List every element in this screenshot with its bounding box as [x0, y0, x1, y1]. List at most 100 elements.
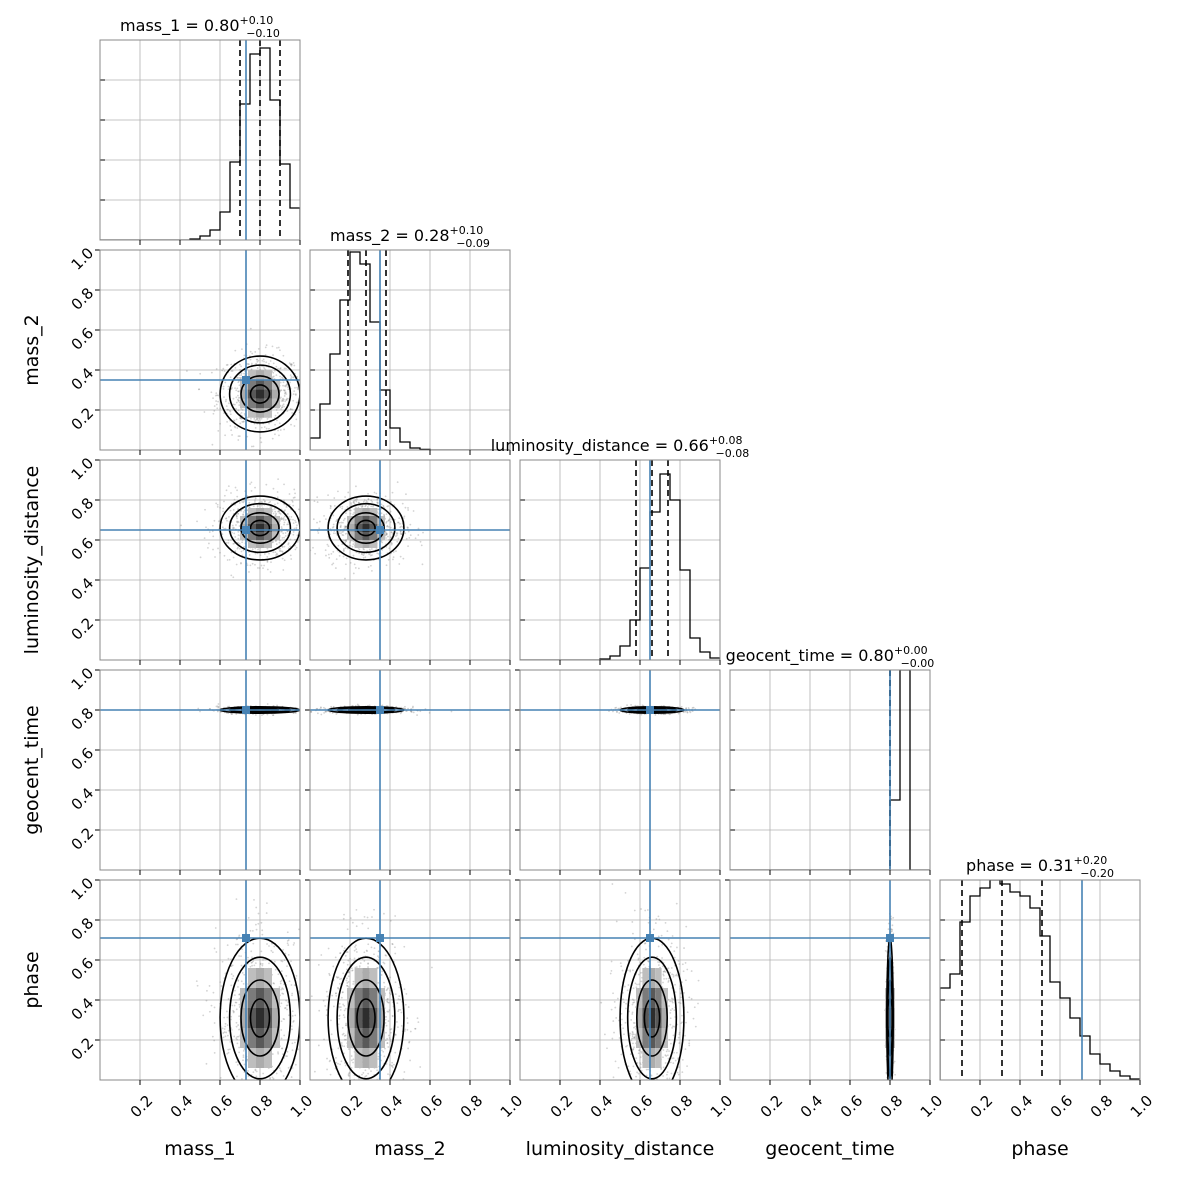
sample-point [215, 705, 218, 708]
sample-point [345, 526, 347, 529]
density-cell [248, 389, 256, 399]
grid [310, 460, 510, 660]
sample-point [237, 394, 239, 397]
sample-point [226, 363, 229, 366]
sample-point [285, 384, 288, 387]
sample-point [241, 500, 243, 503]
sample-point [292, 362, 295, 364]
sample-point [390, 543, 393, 546]
sample-point [218, 520, 221, 523]
sample-point [254, 547, 257, 550]
sample-point [416, 714, 418, 716]
sample-point [284, 509, 286, 512]
sample-point [281, 398, 284, 401]
panel-frame [519, 459, 721, 661]
sample-point [279, 381, 282, 384]
title-plus: +0.08 [709, 434, 743, 447]
sample-point [218, 520, 221, 522]
sample-point [262, 959, 264, 961]
sample-point [259, 554, 262, 557]
sample-point [254, 427, 257, 429]
sample-point [226, 519, 228, 522]
sample-point [209, 1091, 211, 1093]
sample-point [344, 541, 347, 544]
sample-point [286, 523, 289, 526]
sample-point [272, 362, 275, 365]
sample-point [339, 524, 342, 527]
sample-point [290, 960, 292, 963]
panel-frame [309, 669, 511, 871]
sample-point [282, 988, 285, 991]
sample-point [284, 400, 287, 403]
sample-point [256, 505, 259, 508]
sample-point [332, 562, 335, 565]
sample-point [226, 408, 229, 411]
sample-point [199, 372, 202, 375]
sample-point [288, 516, 290, 518]
sample-point [225, 541, 228, 544]
sample-point [217, 705, 220, 708]
sample-point [266, 547, 269, 550]
sample-point [290, 376, 293, 378]
sample-point [403, 515, 406, 518]
sample-point [294, 521, 297, 524]
sample-point [368, 548, 371, 551]
histogram-bin [230, 162, 240, 240]
sample-point [376, 501, 378, 504]
sample-point [352, 513, 354, 516]
sample-point [230, 1015, 233, 1018]
density-cell [369, 524, 378, 532]
sample-point [395, 550, 397, 553]
title-prefix: mass_1 = 0.80 [120, 16, 239, 36]
sample-point [241, 972, 244, 974]
sample-point [302, 353, 304, 355]
sample-point [294, 386, 296, 389]
sample-point [352, 554, 355, 557]
sample-point [235, 396, 238, 399]
sample-point [341, 531, 344, 533]
sample-point [226, 1052, 229, 1055]
sample-point [290, 423, 292, 426]
sample-point [294, 519, 296, 522]
histogram-bin [680, 570, 690, 660]
sample-point [367, 498, 370, 500]
panel-geocent_time-vs-geocent_time: geocent_time = 0.80+0.00 −0.00 [726, 644, 934, 875]
sample-point [344, 547, 347, 549]
sample-point [344, 525, 347, 528]
sample-point [325, 710, 328, 713]
sample-point [283, 405, 285, 408]
sample-point [283, 389, 286, 392]
grid [730, 670, 930, 870]
sample-point [237, 400, 240, 402]
panel-content [310, 670, 510, 870]
sample-point [237, 409, 240, 412]
sample-point [352, 501, 355, 504]
sample-point [404, 532, 407, 535]
grid [310, 670, 510, 870]
density-cell [256, 408, 264, 418]
sample-point [287, 547, 290, 550]
sample-point [281, 546, 284, 548]
sample-point [234, 349, 237, 352]
density-cell [248, 508, 256, 516]
sample-point [277, 478, 280, 481]
sample-point [222, 385, 225, 388]
sample-point [222, 1036, 225, 1039]
sample-point [373, 491, 376, 494]
sample-point [289, 554, 292, 557]
sample-point [271, 1076, 274, 1079]
contour-1 [347, 511, 385, 544]
sample-point [247, 363, 250, 366]
sample-point [234, 536, 237, 538]
sample-point [224, 400, 227, 403]
sample-point [293, 527, 296, 530]
sample-point [352, 540, 355, 543]
sample-point [340, 521, 343, 524]
sample-point [242, 501, 245, 504]
y-tick-label: 1.0 [68, 244, 98, 274]
sample-point [275, 374, 278, 377]
sample-point [407, 530, 410, 533]
sample-point [213, 409, 216, 412]
sample-point [264, 346, 267, 349]
title-prefix: geocent_time = 0.80 [726, 646, 894, 666]
